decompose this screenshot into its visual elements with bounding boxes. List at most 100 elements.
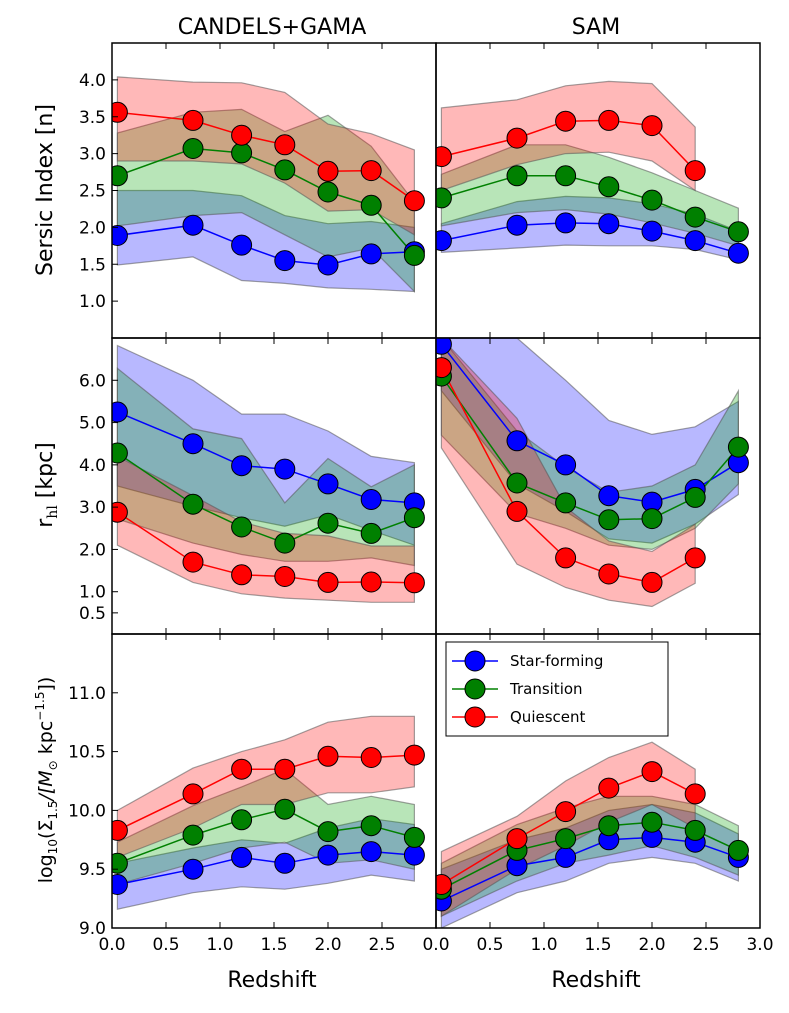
panel-plot-area: [112, 715, 425, 910]
x-tick-label: 0.5: [152, 935, 179, 955]
point-q: [360, 571, 382, 593]
point-tr: [274, 159, 296, 181]
point-tr: [112, 852, 128, 874]
point-tr: [182, 824, 204, 846]
y-tick-label: 1.5: [79, 255, 106, 275]
point-sf: [231, 455, 253, 477]
point-sf: [231, 846, 253, 868]
point-q: [506, 828, 528, 850]
point-tr: [727, 436, 749, 458]
x-tick-label: 1.5: [260, 935, 287, 955]
panel-sigma-candels: 9.0 9.5 10.0 10.5 11.0 0.0 0.5 1.0 1.5 2.0 2.5: [68, 633, 437, 955]
rhl-unit: [kpc]: [33, 442, 58, 505]
point-q: [684, 160, 706, 182]
x-tick-label: 0.0: [422, 935, 449, 955]
point-tr: [317, 181, 339, 203]
point-sf: [231, 234, 253, 256]
y-tick-label: 3.5: [79, 108, 106, 128]
point-q: [684, 783, 706, 805]
point-sf: [555, 454, 577, 476]
point-q: [436, 874, 452, 895]
point-tr: [506, 165, 528, 187]
point-tr: [555, 828, 577, 850]
y-tick-label: 9.5: [79, 860, 106, 880]
y-axis-label-sersic: Sersic Index [n]: [33, 104, 58, 276]
y-tick-label: 6.0: [79, 371, 106, 391]
point-tr: [598, 509, 620, 531]
point-q: [274, 134, 296, 156]
y-tick-label: 1.0: [79, 583, 106, 603]
point-q: [112, 501, 128, 523]
point-tr: [506, 472, 528, 494]
sigma-mid3: kpc: [35, 721, 57, 761]
sigma-sub2: 1.5: [46, 801, 60, 820]
point-sf: [360, 841, 382, 863]
x-tick-label: 1.0: [206, 935, 233, 955]
y-tick-label: 3.0: [79, 145, 106, 165]
point-q: [641, 761, 663, 783]
point-q: [555, 547, 577, 569]
point-tr: [317, 821, 339, 843]
point-sf: [182, 214, 204, 236]
point-q: [274, 758, 296, 780]
point-tr: [112, 165, 128, 187]
point-sf: [317, 844, 339, 866]
point-q: [506, 500, 528, 522]
panel-plot-area: [112, 76, 425, 293]
point-tr: [598, 815, 620, 837]
panel-rhl-candels: 0.51.0 2.0 3.0 4.0 5.0 6.0: [79, 337, 437, 635]
point-sf: [598, 213, 620, 235]
panel-plot-area: [112, 344, 425, 603]
x-tick-label: 0.5: [476, 935, 503, 955]
y-tick-label: 2.5: [79, 182, 106, 202]
point-tr: [182, 493, 204, 515]
sigma-mid: (Σ: [35, 820, 57, 839]
point-sf: [506, 430, 528, 452]
point-sf: [274, 852, 296, 874]
point-sf: [436, 338, 452, 355]
y-tick-label: 0.5: [79, 604, 106, 624]
column-title-sam: SAM: [572, 15, 620, 40]
point-tr: [317, 512, 339, 534]
y-tick-label: 2.0: [79, 540, 106, 560]
y-tick-label: 10.5: [68, 743, 106, 763]
point-sf: [274, 458, 296, 480]
point-sf: [360, 243, 382, 265]
y-tick-label: 2.0: [79, 218, 106, 238]
point-sf: [506, 214, 528, 236]
point-tr: [403, 244, 425, 266]
point-q: [506, 127, 528, 149]
point-tr: [403, 507, 425, 529]
point-sf: [727, 242, 749, 264]
legend-marker-sf: [464, 650, 486, 672]
point-q: [598, 109, 620, 131]
band-sf: [116, 817, 415, 910]
panel-plot-area: [436, 741, 749, 928]
x-tick-label: 1.0: [530, 935, 557, 955]
point-q: [182, 109, 204, 131]
point-tr: [684, 486, 706, 508]
y-tick-label: 4.0: [79, 456, 106, 476]
point-tr: [231, 516, 253, 538]
point-sf: [598, 485, 620, 507]
point-tr: [231, 142, 253, 164]
x-tick-label: 2.5: [368, 935, 395, 955]
point-sf: [641, 220, 663, 242]
point-sf: [403, 844, 425, 866]
point-q: [436, 357, 452, 379]
sigma-end: ]): [35, 677, 57, 692]
band-sf: [440, 803, 739, 928]
point-sf: [274, 250, 296, 272]
legend-label-sf: Star-forming: [510, 652, 603, 670]
panel-plot-area: [436, 80, 749, 264]
point-sf: [360, 489, 382, 510]
point-sf: [555, 212, 577, 234]
point-tr: [436, 187, 452, 209]
point-q: [231, 124, 253, 146]
point-tr: [112, 442, 128, 464]
point-q: [360, 160, 382, 182]
legend-marker-tr: [464, 678, 486, 700]
point-sf: [317, 254, 339, 276]
point-sf: [555, 846, 577, 868]
